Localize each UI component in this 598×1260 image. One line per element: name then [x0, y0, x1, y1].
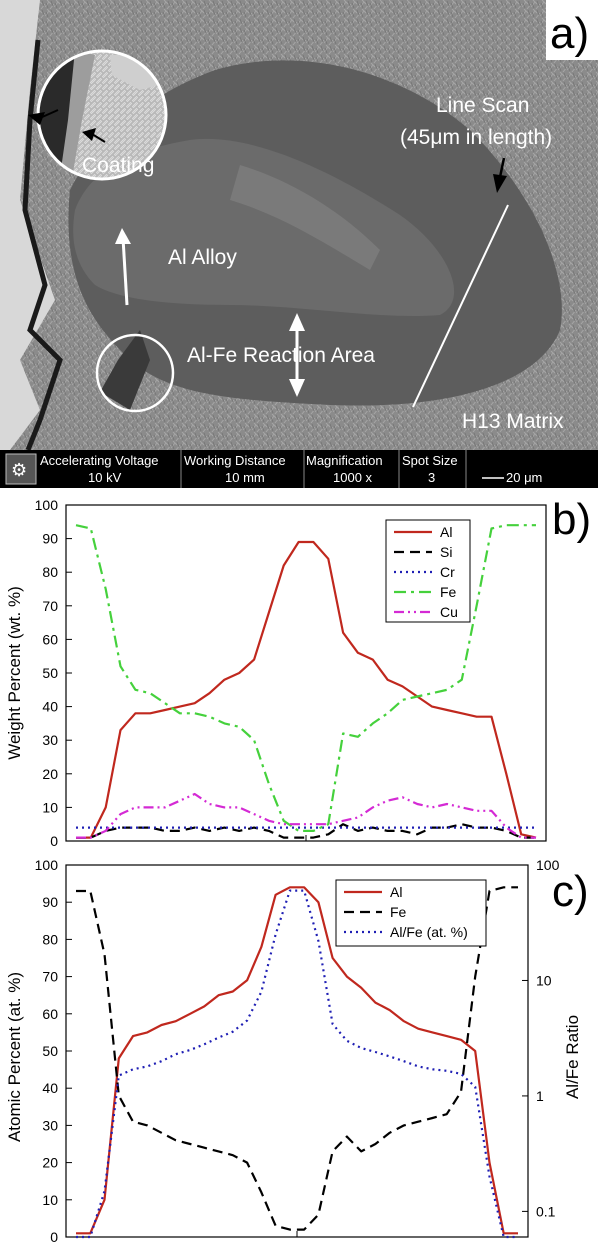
y2-tick-label: 0.1	[536, 1203, 556, 1219]
legend-label: Al/Fe (at. %)	[390, 924, 468, 940]
series-line-cu	[76, 792, 536, 839]
coating-arrow-1	[28, 112, 45, 125]
source-circle	[95, 333, 175, 413]
y-tick-label: 100	[35, 497, 59, 513]
legend-label: Fe	[390, 904, 407, 920]
y-tick-label: 90	[42, 894, 58, 910]
series-line-al-fe-at-	[76, 889, 518, 1239]
c-y2label: Al/Fe Ratio	[563, 1015, 582, 1099]
legend-label: Al	[440, 524, 452, 540]
b-ylabel: Weight Percent (wt. %)	[5, 586, 24, 760]
al-alloy-region	[73, 138, 455, 317]
line-scan-arrowhead	[493, 174, 507, 193]
line-scan-path	[412, 204, 509, 408]
y2-tick-label: 1	[536, 1088, 544, 1104]
panel-label-c: c)	[552, 867, 589, 916]
info-bar	[0, 450, 598, 488]
info-header-voltage: Accelerating Voltage	[40, 453, 159, 468]
coating-arrow-1-stem	[39, 109, 59, 119]
panel-label-b: b)	[552, 495, 591, 544]
coating-arrow-2-stem	[91, 133, 106, 143]
c-ylabel: Atomic Percent (at. %)	[5, 972, 24, 1142]
weight-percent-chart: 0 10 20 30 40 50 60 70 80 90 100 b) Weight Percent…	[5, 495, 591, 849]
scale-bar-label: 20 μm	[506, 470, 542, 485]
y-tick-label: 30	[42, 1117, 58, 1133]
y-tick-label: 50	[42, 1043, 58, 1059]
inset-connector-arrow	[121, 237, 129, 306]
legend-label: Cu	[440, 604, 458, 620]
info-value-spot-size: 3	[428, 470, 435, 485]
plot-frame	[65, 504, 547, 842]
info-header-distance: Working Distance	[184, 453, 286, 468]
series-line-al	[76, 886, 518, 1235]
series-line-al	[76, 540, 537, 839]
y-tick-label: 20	[42, 1155, 58, 1171]
y-tick-label: 80	[42, 564, 58, 580]
legend-label: Cr	[440, 564, 455, 580]
legend-label: Fe	[440, 584, 457, 600]
info-header-magnification: Magnification	[306, 453, 383, 468]
label-coating: Coating	[82, 154, 154, 177]
legend-label: Si	[440, 544, 452, 560]
reaction-area-arrow	[289, 313, 305, 397]
info-logo-glyph: ⚙	[11, 460, 27, 480]
label-reaction-area: Al-Fe Reaction Area	[187, 344, 375, 367]
y-tick-label: 20	[42, 766, 58, 782]
line-scan-arrow-stem	[497, 157, 506, 183]
y-tick-label: 30	[42, 732, 58, 748]
series-line-fe	[76, 886, 518, 1231]
label-h13-matrix: H13 Matrix	[462, 410, 564, 433]
inset-connector-arrowhead	[115, 228, 131, 244]
notch-feature	[100, 330, 150, 410]
y-tick-label: 70	[42, 969, 58, 985]
y-tick-label: 80	[42, 931, 58, 947]
y-tick-label: 40	[42, 1080, 58, 1096]
y-tick-label: 50	[42, 665, 58, 681]
y2-tick-label: 10	[536, 972, 552, 988]
y-tick-label: 100	[35, 857, 59, 873]
sem-micrograph: a) Coating Al Alloy Al-Fe Reaction Area …	[0, 0, 598, 488]
y2-tick-label: 100	[536, 857, 560, 873]
crack	[22, 39, 63, 451]
y-tick-label: 10	[42, 799, 58, 815]
y-tick-label: 60	[42, 1006, 58, 1022]
info-value-magnification: 1000 x	[333, 470, 373, 485]
legend-label: Al	[390, 884, 402, 900]
y-tick-label: 0	[50, 833, 58, 849]
label-line-scan-length: (45μm in length)	[400, 126, 552, 149]
alloy-texture	[230, 165, 380, 270]
y-tick-label: 40	[42, 699, 58, 715]
y-tick-label: 70	[42, 598, 58, 614]
label-line-scan: Line Scan	[436, 94, 529, 117]
info-header-spot-size: Spot Size	[402, 453, 458, 468]
y-tick-label: 10	[42, 1192, 58, 1208]
info-value-voltage: 10 kV	[88, 470, 122, 485]
panel-label-a-bg	[546, 0, 598, 60]
y-tick-label: 0	[50, 1229, 58, 1245]
y-tick-label: 90	[42, 531, 58, 547]
panel-label-a: a)	[550, 9, 589, 58]
label-al-alloy: Al Alloy	[168, 246, 237, 269]
info-value-distance: 10 mm	[225, 470, 265, 485]
series-line-fe	[75, 524, 536, 832]
atomic-percent-chart: 0 10 20 30 40 50 60 70 80 90 100 0.1 1 10 100 c) Atomi…	[5, 857, 589, 1245]
info-bar-logo	[5, 453, 37, 485]
coating-arrow-2	[82, 128, 96, 141]
y-tick-label: 60	[42, 631, 58, 647]
